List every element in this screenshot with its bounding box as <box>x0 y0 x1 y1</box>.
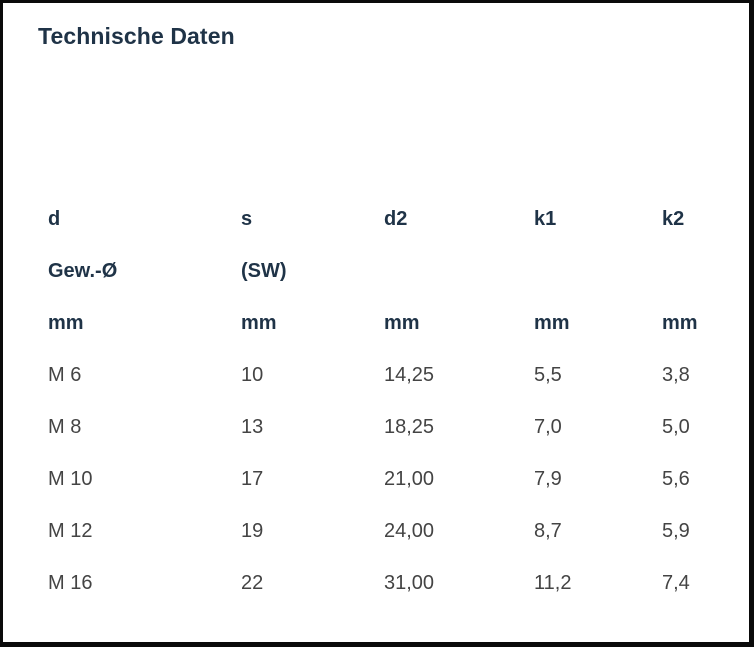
table-cell: 24,00 <box>384 519 435 542</box>
table-cell: 19 <box>241 519 264 542</box>
table-cell: 10 <box>241 363 264 386</box>
table-cell: 5,6 <box>662 467 690 490</box>
table-cell: 11,2 <box>534 571 572 594</box>
table-cell: 8,7 <box>534 519 562 542</box>
table-cell: 5,0 <box>662 415 690 438</box>
header-row-description: Gew.-Ø (SW) <box>48 245 732 297</box>
table-row: M 16 22 31,00 11,2 7,4 <box>48 557 732 609</box>
table-cell: 17 <box>241 467 264 490</box>
header-cell: k1 <box>534 207 557 230</box>
table-cell: M 8 <box>48 415 82 438</box>
header-cell <box>534 245 662 297</box>
header-cell: Gew.-Ø <box>48 259 118 282</box>
table-cell: 22 <box>241 571 264 594</box>
header-cell: mm <box>48 311 84 334</box>
table-cell: M 10 <box>48 467 93 490</box>
header-row-unit: mm mm mm mm mm <box>48 297 732 349</box>
header-cell: mm <box>662 311 698 334</box>
table-row: M 8 13 18,25 7,0 5,0 <box>48 401 732 453</box>
header-cell: d2 <box>384 207 408 230</box>
table-row: M 6 10 14,25 5,5 3,8 <box>48 349 732 401</box>
table-row: M 10 17 21,00 7,9 5,6 <box>48 453 732 505</box>
header-cell: k2 <box>662 207 685 230</box>
spec-table: d s d2 k1 k2 Gew.-Ø (SW) mm mm mm mm mm <box>48 193 732 609</box>
table-cell: 7,9 <box>534 467 562 490</box>
table-cell: 3,8 <box>662 363 690 386</box>
header-cell: mm <box>534 311 570 334</box>
table-cell: M 16 <box>48 571 93 594</box>
header-cell: mm <box>384 311 420 334</box>
table-cell: 14,25 <box>384 363 435 386</box>
header-cell: mm <box>241 311 277 334</box>
table-row: M 12 19 24,00 8,7 5,9 <box>48 505 732 557</box>
table-cell: 5,9 <box>662 519 690 542</box>
header-cell <box>384 245 534 297</box>
table-cell: M 6 <box>48 363 82 386</box>
table-cell: 18,25 <box>384 415 435 438</box>
table-cell: M 12 <box>48 519 93 542</box>
table-cell: 7,0 <box>534 415 562 438</box>
page-title: Technische Daten <box>38 23 235 49</box>
header-cell: (SW) <box>241 259 287 282</box>
table-cell: 7,4 <box>662 571 690 594</box>
header-row-symbol: d s d2 k1 k2 <box>48 193 732 245</box>
header-cell <box>662 245 732 297</box>
table-cell: 5,5 <box>534 363 562 386</box>
table-cell: 21,00 <box>384 467 435 490</box>
header-cell: s <box>241 207 253 230</box>
table-cell: 13 <box>241 415 264 438</box>
header-cell: d <box>48 207 61 230</box>
table-cell: 31,00 <box>384 571 435 594</box>
